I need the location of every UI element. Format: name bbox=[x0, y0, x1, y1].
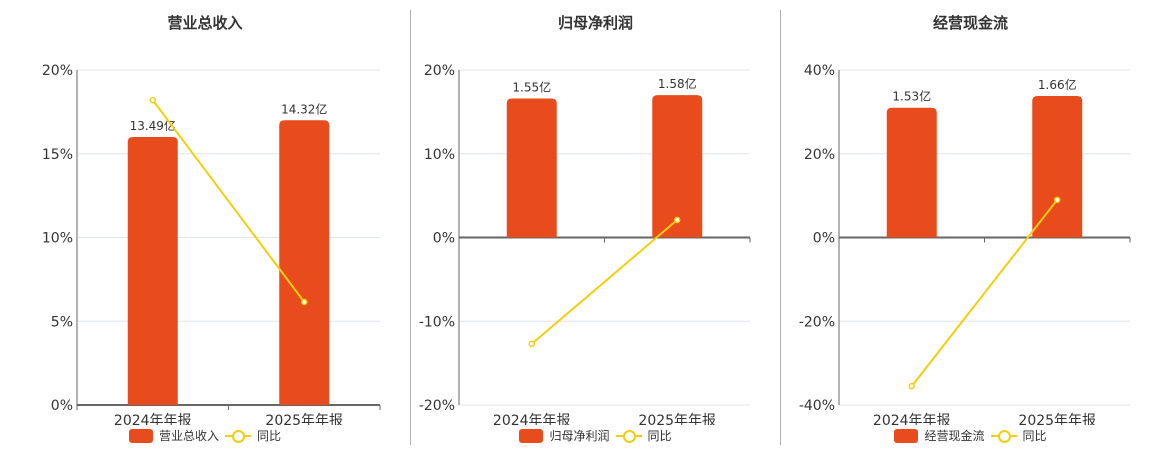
y-tick-label: 20% bbox=[42, 63, 73, 79]
chart-panel-revenue: 营业总收入 0% 5% 10% 15% 20% 13.49亿 2024年年报 14.32亿 20… bbox=[0, 0, 410, 450]
y-tick-label: -20% bbox=[799, 314, 835, 330]
bar-swatch-icon bbox=[128, 428, 153, 443]
chart-title: 营业总收入 bbox=[167, 14, 243, 32]
yoy-line bbox=[151, 99, 306, 303]
legend-label: 同比 bbox=[1022, 429, 1047, 443]
yoy-point[interactable] bbox=[301, 298, 308, 306]
bar[interactable] bbox=[1032, 95, 1083, 238]
legend-item-line[interactable]: 同比 bbox=[225, 427, 281, 444]
yoy-point[interactable] bbox=[1054, 196, 1061, 204]
yoy-point[interactable] bbox=[674, 216, 681, 224]
y-tick-label: -40% bbox=[799, 398, 835, 414]
x-category-label: 2025年年报 bbox=[638, 413, 716, 425]
bar-value-label: 1.66亿 bbox=[1038, 77, 1077, 92]
legend-label: 同比 bbox=[257, 429, 282, 443]
bar-value-label: 1.55亿 bbox=[512, 79, 551, 94]
chart-legend: 营业总收入 同比 bbox=[0, 427, 410, 444]
yoy-line bbox=[531, 219, 678, 345]
bar-value-label: 13.49亿 bbox=[130, 118, 176, 133]
chart-title: 经营现金流 bbox=[932, 14, 1008, 32]
y-tick-label: -20% bbox=[419, 398, 455, 414]
y-tick-label: 0% bbox=[51, 398, 73, 414]
x-category-label: 2024年年报 bbox=[873, 413, 951, 425]
y-tick-label: 0% bbox=[813, 231, 835, 247]
chart-title: 归母净利润 bbox=[557, 14, 633, 32]
chart-plot: -20% -10% 0% 10% 20% 1.55亿 2024年年报 1.58亿 2025年年报 bbox=[419, 63, 751, 425]
y-tick-label: 0% bbox=[433, 231, 455, 247]
legend-item-bar[interactable]: 经营现金流 bbox=[894, 427, 985, 444]
bar[interactable] bbox=[127, 137, 178, 405]
line-circle-marker-icon bbox=[225, 429, 251, 443]
legend-label: 经营现金流 bbox=[924, 429, 985, 443]
x-category-label: 2024年年报 bbox=[493, 413, 571, 425]
chart-legend: 归母净利润 同比 bbox=[411, 427, 780, 444]
y-tick-label: 10% bbox=[42, 231, 73, 247]
legend-item-line[interactable]: 同比 bbox=[990, 427, 1047, 444]
bar[interactable] bbox=[506, 98, 557, 238]
legend-item-bar[interactable]: 营业总收入 bbox=[128, 427, 219, 444]
y-tick-label: 5% bbox=[51, 314, 73, 330]
bar-swatch-icon bbox=[894, 428, 919, 443]
chart-legend: 经营现金流 同比 bbox=[781, 427, 1160, 444]
legend-item-line[interactable]: 同比 bbox=[615, 427, 672, 444]
yoy-line bbox=[910, 199, 1059, 387]
yoy-point[interactable] bbox=[528, 340, 535, 348]
bar[interactable] bbox=[652, 95, 703, 238]
legend-item-bar[interactable]: 归母净利润 bbox=[519, 427, 610, 444]
legend-label: 归母净利润 bbox=[549, 429, 610, 443]
line-circle-marker-icon bbox=[615, 429, 642, 443]
chart-plot: 0% 5% 10% 15% 20% 13.49亿 2024年年报 14.32亿 2025年年报 bbox=[42, 63, 381, 425]
y-tick-label: 20% bbox=[804, 147, 835, 163]
bar[interactable] bbox=[279, 120, 330, 405]
y-tick-label: 10% bbox=[424, 147, 455, 163]
yoy-point[interactable] bbox=[908, 382, 915, 390]
x-category-label: 2025年年报 bbox=[1018, 413, 1096, 425]
x-category-label: 2025年年报 bbox=[265, 413, 343, 425]
panel-separator-2 bbox=[780, 10, 781, 445]
legend-label: 同比 bbox=[647, 429, 672, 443]
x-category-label: 2024年年报 bbox=[114, 413, 192, 425]
y-tick-label: 20% bbox=[424, 63, 455, 79]
bar[interactable] bbox=[886, 107, 937, 238]
bar-swatch-icon bbox=[519, 428, 544, 443]
legend-label: 营业总收入 bbox=[158, 429, 219, 443]
y-tick-label: 15% bbox=[42, 147, 73, 163]
bar-value-label: 1.58亿 bbox=[658, 76, 697, 91]
line-circle-marker-icon bbox=[990, 429, 1017, 443]
bar-value-label: 1.53亿 bbox=[892, 89, 931, 104]
y-tick-label: -10% bbox=[419, 314, 455, 330]
y-tick-label: 40% bbox=[804, 63, 835, 79]
bar-value-label: 14.32亿 bbox=[281, 101, 327, 116]
chart-plot: -40% -20% 0% 20% 40% 1.53亿 2024年年报 1.66亿 2025年年报 bbox=[799, 63, 1131, 425]
panel-separator-1 bbox=[410, 10, 411, 445]
chart-panel-operating-cashflow: 经营现金流 -40% -20% 0% 20% 40% 1.53亿 2024年年报 1.66亿 2… bbox=[781, 0, 1160, 450]
chart-panel-net-profit: 归母净利润 -20% -10% 0% 10% 20% 1.55亿 2024年年报 1.58亿 2… bbox=[411, 0, 780, 450]
yoy-point[interactable] bbox=[149, 96, 156, 104]
